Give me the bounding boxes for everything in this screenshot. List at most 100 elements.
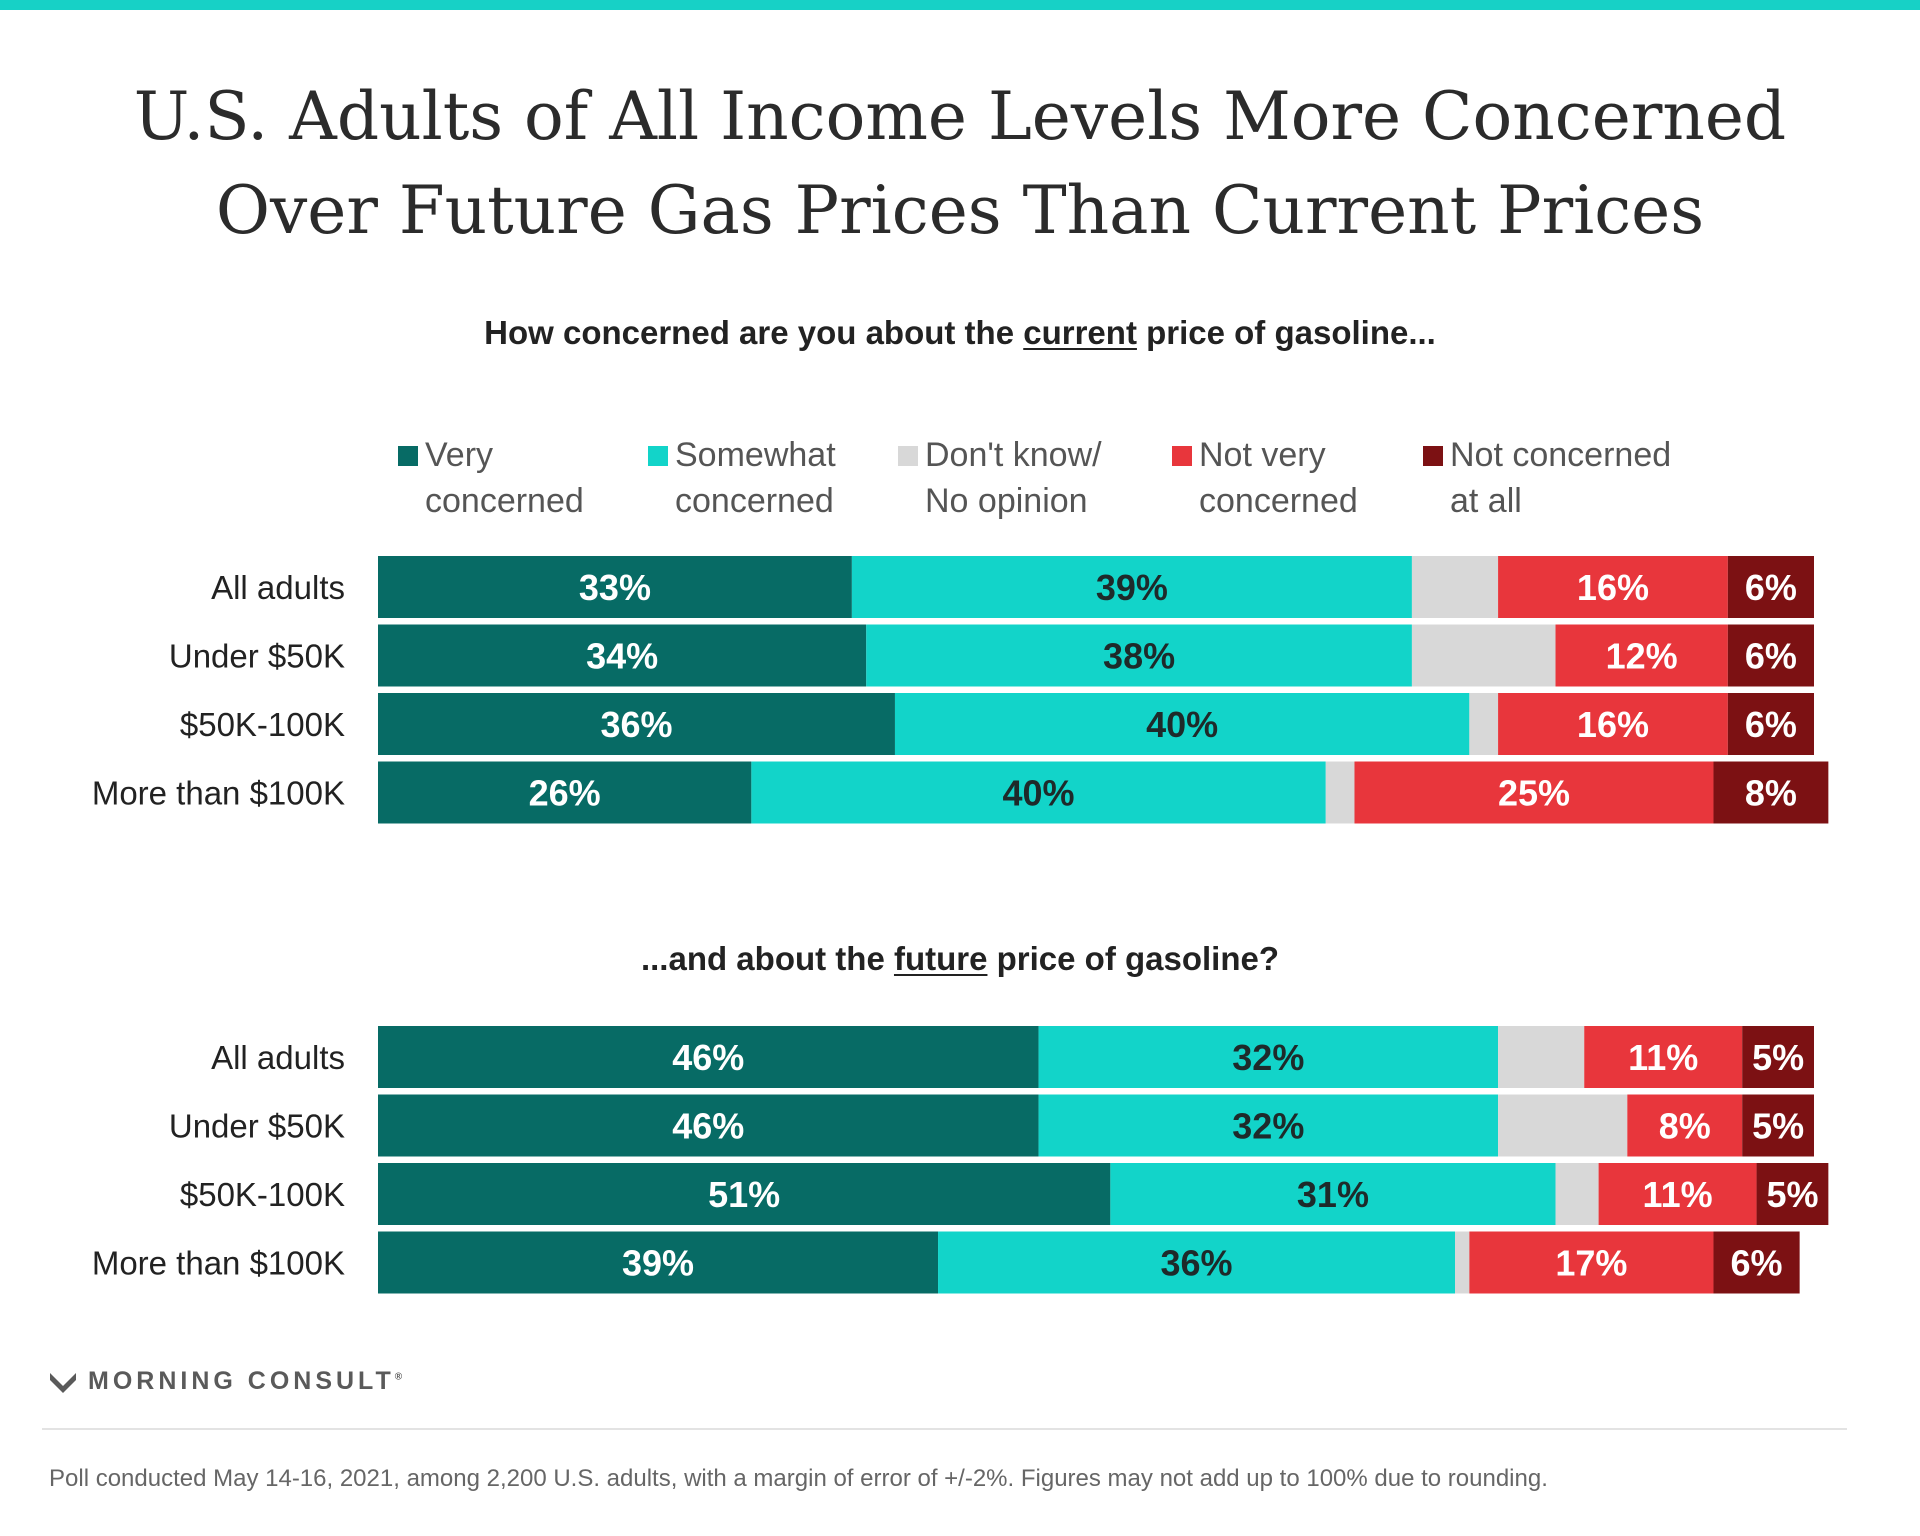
chart-panel-future: All adults 46% 32% 11% 5% Under $50K 46% 32% 8% 5…	[92, 1026, 1829, 1294]
legend-label-line: Not concerned	[1450, 436, 1672, 474]
future-question-suffix: price of gasoline?	[987, 940, 1280, 977]
current-panel-question: How concerned are you about the current …	[0, 314, 1920, 352]
legend-swatch	[898, 446, 918, 466]
category-label: Under $50K	[169, 638, 345, 675]
current-question-prefix: How concerned are you about the	[484, 314, 1024, 351]
bar-segment	[1713, 761, 1829, 824]
bar-value-label: 8%	[1745, 773, 1797, 814]
bar-value-label: 25%	[1498, 773, 1570, 814]
bar-segment	[1498, 556, 1728, 618]
bar-value-label: 46%	[672, 1106, 744, 1147]
future-panel-question: ...and about the future price of gasolin…	[0, 940, 1920, 978]
bar-segment	[378, 1163, 1111, 1225]
bar-value-label: 40%	[1003, 773, 1075, 814]
bar-segment	[378, 1231, 939, 1294]
bar-segment	[1584, 1026, 1743, 1088]
category-label: $50K-100K	[180, 706, 345, 743]
bar-value-label: 11%	[1628, 1037, 1698, 1078]
bar-segment	[1110, 1163, 1556, 1225]
bar-segment	[1038, 1094, 1499, 1157]
bar-segment	[1038, 1026, 1499, 1088]
bar-value-label: 31%	[1297, 1174, 1369, 1215]
morning-consult-mark-icon	[50, 1373, 76, 1393]
bar-segment	[1354, 761, 1714, 824]
morning-consult-wordmark: MORNING CONSULT®	[88, 1367, 402, 1396]
bar-segment	[751, 761, 1326, 824]
bar-value-label: 11%	[1643, 1174, 1713, 1215]
category-label: More than $100K	[92, 1245, 345, 1282]
legend-label-line: at all	[1450, 482, 1522, 520]
bar-value-label: 46%	[672, 1037, 744, 1078]
bar-value-label: 32%	[1232, 1037, 1304, 1078]
bar-segment	[938, 1231, 1455, 1294]
bar-value-label: 32%	[1232, 1106, 1304, 1147]
bar-value-label: 26%	[529, 773, 601, 814]
category-label: All adults	[211, 1039, 345, 1076]
bar-segment	[1727, 624, 1814, 687]
bar-value-label: 39%	[1096, 567, 1168, 608]
bar-segment	[1469, 693, 1499, 755]
legend-label-line: Not very	[1199, 436, 1326, 474]
bar-segment	[1555, 1163, 1599, 1225]
bar-segment	[1727, 556, 1814, 618]
footnote: Poll conducted May 14-16, 2021, among 2,…	[49, 1465, 1548, 1492]
category-label: Under $50K	[169, 1108, 345, 1145]
bar-value-label: 34%	[586, 636, 658, 677]
legend-label-line: concerned	[425, 482, 584, 520]
current-question-suffix: price of gasoline...	[1136, 314, 1436, 351]
legend-label-line: concerned	[675, 482, 834, 520]
bar-value-label: 36%	[1160, 1243, 1232, 1284]
legend-label-line: Somewhat	[675, 436, 836, 474]
bar-segment	[1742, 1094, 1814, 1157]
bar-value-label: 6%	[1745, 567, 1797, 608]
bar-segment	[378, 761, 752, 824]
legend-label-line: Very	[425, 436, 494, 474]
bar-value-label: 33%	[579, 567, 651, 608]
bar-segment	[1555, 624, 1728, 687]
bar-segment	[1627, 1094, 1743, 1157]
bar-segment	[866, 624, 1412, 687]
legend-label-line: concerned	[1199, 482, 1358, 520]
logo-registered-mark: ®	[394, 1371, 403, 1383]
bar-segment	[378, 1026, 1039, 1088]
bar-value-label: 38%	[1103, 636, 1175, 677]
bar-segment	[851, 556, 1412, 618]
bar-segment	[378, 624, 867, 687]
bar-segment	[378, 1094, 1039, 1157]
legend-label-line: Don't know/	[925, 436, 1102, 474]
bar-segment	[1325, 761, 1355, 824]
bar-value-label: 17%	[1555, 1243, 1627, 1284]
bar-segment	[1498, 1026, 1585, 1088]
bar-segment	[378, 693, 895, 755]
legend-swatch	[1172, 446, 1192, 466]
logo-wordmark-text: MORNING CONSULT	[88, 1367, 395, 1395]
bar-segment	[378, 556, 852, 618]
category-label: More than $100K	[92, 775, 345, 812]
bar-segment	[1469, 1231, 1714, 1294]
bar-value-label: 5%	[1752, 1106, 1804, 1147]
chart-panel-current: All adults 33% 39% 16% 6% Under $50K 34% 38% 12%…	[92, 556, 1829, 824]
bar-segment	[1742, 1026, 1814, 1088]
bar-value-label: 5%	[1752, 1037, 1804, 1078]
bar-value-label: 16%	[1577, 567, 1649, 608]
bar-segment	[1727, 693, 1814, 755]
bar-segment	[1455, 1231, 1470, 1294]
category-label: $50K-100K	[180, 1176, 345, 1213]
legend: Very concerned Somewhat concerned Don't kn…	[0, 432, 1920, 532]
bar-value-label: 6%	[1731, 1243, 1783, 1284]
footer-divider	[42, 1428, 1847, 1430]
top-accent-bar	[0, 0, 1920, 10]
chart-title: U.S. Adults of All Income Levels More Co…	[0, 70, 1920, 258]
bar-segment	[1598, 1163, 1757, 1225]
future-question-emphasis: future	[893, 940, 988, 977]
bar-segment	[1498, 693, 1728, 755]
bar-segment	[1411, 556, 1499, 618]
chart-title-line-1: U.S. Adults of All Income Levels More Co…	[133, 78, 1787, 155]
bar-segment	[1411, 624, 1556, 687]
bar-segment	[1713, 1231, 1800, 1294]
category-label: All adults	[211, 569, 345, 606]
bar-value-label: 12%	[1606, 636, 1678, 677]
legend-swatch	[398, 446, 418, 466]
bar-value-label: 8%	[1659, 1106, 1711, 1147]
